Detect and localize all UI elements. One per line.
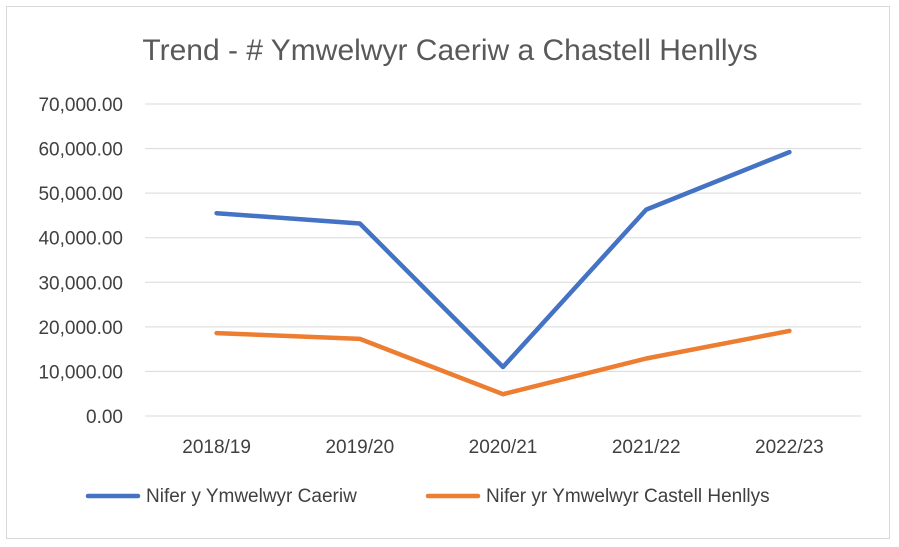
y-tick-label: 40,000.00 xyxy=(38,229,123,250)
chart-frame xyxy=(6,6,890,539)
y-axis-ticks: 0.00 10,000.00 20,000.00 30,000.00 40,000.00… xyxy=(38,95,123,428)
y-tick-label: 10,000.00 xyxy=(38,362,123,383)
x-tick-label: 2021/22 xyxy=(612,437,681,458)
y-tick-label: 0.00 xyxy=(86,407,123,428)
series-line-1 xyxy=(214,149,792,370)
series-lines xyxy=(214,149,792,397)
y-tick-label: 30,000.00 xyxy=(38,273,123,294)
x-tick-label: 2018/19 xyxy=(182,437,251,458)
y-tick-label: 20,000.00 xyxy=(38,318,123,339)
x-tick-label: 2020/21 xyxy=(469,437,538,458)
y-tick-label: 70,000.00 xyxy=(38,95,123,116)
gridlines xyxy=(145,103,861,417)
x-tick-label: 2022/23 xyxy=(755,437,824,458)
legend-label: Nifer y Ymwelwyr Caeriw xyxy=(146,486,357,507)
legend: Nifer y Ymwelwyr Caeriw Nifer yr Ymwelwyr… xyxy=(85,486,770,507)
series-line-2 xyxy=(214,328,792,397)
chart-title: Trend - # Ymwelwyr Caeriw a Chastell Hen… xyxy=(142,34,757,67)
x-axis-ticks: 2018/19 2019/20 2020/21 2021/22 2022/23 xyxy=(182,437,823,458)
y-tick-label: 50,000.00 xyxy=(38,184,123,205)
x-tick-label: 2019/20 xyxy=(325,437,394,458)
y-tick-label: 60,000.00 xyxy=(38,140,123,161)
legend-label: Nifer yr Ymwelwyr Castell Henllys xyxy=(486,486,770,507)
